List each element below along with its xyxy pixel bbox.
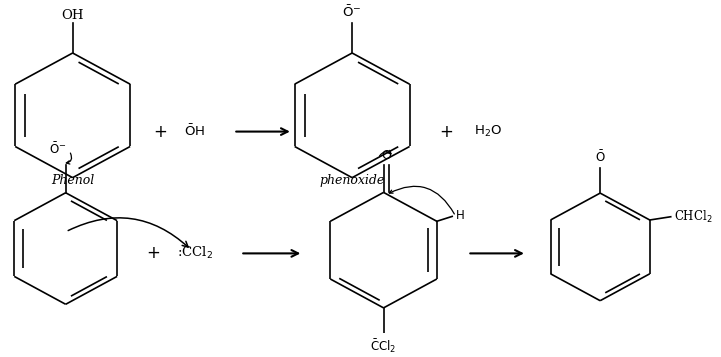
Text: Phenol: Phenol bbox=[51, 174, 94, 187]
Text: +: + bbox=[440, 122, 454, 141]
Text: +: + bbox=[146, 245, 160, 262]
Text: $\bar{\mathrm{O}}^{-}$: $\bar{\mathrm{O}}^{-}$ bbox=[48, 142, 66, 157]
Text: H: H bbox=[456, 209, 464, 222]
Text: O: O bbox=[381, 149, 392, 162]
Text: $\bar{\mathrm{C}}$Cl$_2$: $\bar{\mathrm{C}}$Cl$_2$ bbox=[371, 337, 397, 355]
Text: OH: OH bbox=[61, 9, 84, 22]
Text: $\bar{\mathrm{O}}$H: $\bar{\mathrm{O}}$H bbox=[185, 124, 205, 139]
FancyArrowPatch shape bbox=[68, 218, 188, 247]
Text: CHCl$_2$: CHCl$_2$ bbox=[674, 209, 713, 225]
Text: +: + bbox=[153, 122, 167, 141]
Text: $\bar{\mathrm{O}}^{-}$: $\bar{\mathrm{O}}^{-}$ bbox=[342, 5, 362, 20]
FancyArrowPatch shape bbox=[66, 153, 71, 164]
FancyArrowPatch shape bbox=[379, 150, 391, 156]
Text: $\bar{\mathrm{O}}$: $\bar{\mathrm{O}}$ bbox=[595, 150, 606, 165]
Text: H$_2$O: H$_2$O bbox=[474, 124, 503, 139]
Text: :CCl$_2$: :CCl$_2$ bbox=[177, 245, 213, 261]
Text: phenoxide: phenoxide bbox=[319, 174, 385, 187]
FancyArrowPatch shape bbox=[389, 186, 454, 214]
